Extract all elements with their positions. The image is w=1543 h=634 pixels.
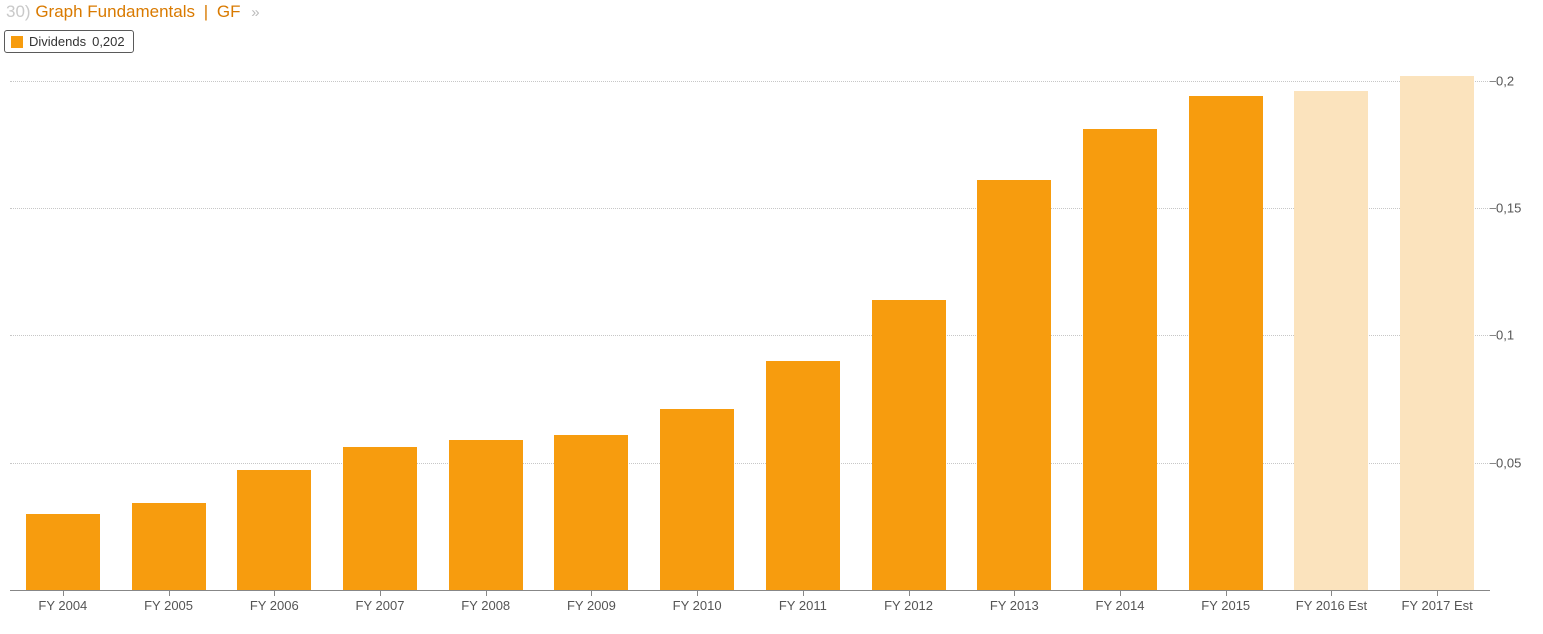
plot-area — [10, 30, 1490, 590]
y-axis: 0,05 0,1 0,15 0,2 — [1496, 30, 1536, 590]
x-axis-label: FY 2005 — [144, 598, 193, 613]
x-tick — [697, 590, 698, 596]
x-axis-label: FY 2013 — [990, 598, 1039, 613]
bar-actual[interactable] — [660, 409, 734, 590]
bar-actual[interactable] — [132, 503, 206, 590]
gridline — [10, 81, 1490, 82]
bar-estimate[interactable] — [1400, 76, 1474, 590]
y-axis-label: 0,15 — [1496, 201, 1521, 216]
x-tick — [169, 590, 170, 596]
gridline — [10, 335, 1490, 336]
bar-actual[interactable] — [1189, 96, 1263, 590]
chart-root: 30) Graph Fundamentals | GF » Dividends … — [0, 0, 1543, 634]
x-tick — [1014, 590, 1015, 596]
y-axis-label: 0,05 — [1496, 455, 1521, 470]
bar-actual[interactable] — [26, 514, 100, 590]
x-axis-label: FY 2010 — [673, 598, 722, 613]
x-axis-label: FY 2006 — [250, 598, 299, 613]
bar-actual[interactable] — [554, 435, 628, 590]
x-tick — [486, 590, 487, 596]
bar-actual[interactable] — [237, 470, 311, 590]
y-axis-label: 0,2 — [1496, 73, 1514, 88]
bar-actual[interactable] — [872, 300, 946, 590]
gridline — [10, 463, 1490, 464]
x-axis-label: FY 2012 — [884, 598, 933, 613]
x-axis-label: FY 2016 Est — [1296, 598, 1367, 613]
bar-estimate[interactable] — [1294, 91, 1368, 590]
baseline — [10, 590, 1490, 591]
chart-title-bar: 30) Graph Fundamentals | GF » — [6, 2, 258, 22]
x-tick — [803, 590, 804, 596]
bar-actual[interactable] — [766, 361, 840, 590]
x-tick — [63, 590, 64, 596]
title-code[interactable]: GF — [217, 2, 241, 21]
x-tick — [909, 590, 910, 596]
x-axis-label: FY 2004 — [38, 598, 87, 613]
x-axis-label: FY 2008 — [461, 598, 510, 613]
x-tick — [1437, 590, 1438, 596]
bar-actual[interactable] — [977, 180, 1051, 590]
bar-actual[interactable] — [449, 440, 523, 590]
x-tick — [274, 590, 275, 596]
gridline — [10, 208, 1490, 209]
bar-actual[interactable] — [343, 447, 417, 590]
x-axis-label: FY 2017 Est — [1401, 598, 1472, 613]
bar-actual[interactable] — [1083, 129, 1157, 590]
title-text[interactable]: Graph Fundamentals — [35, 2, 195, 21]
x-tick — [591, 590, 592, 596]
x-tick — [380, 590, 381, 596]
x-axis-label: FY 2014 — [1096, 598, 1145, 613]
x-axis-label: FY 2011 — [779, 598, 827, 613]
x-axis-label: FY 2015 — [1201, 598, 1250, 613]
y-axis-label: 0,1 — [1496, 328, 1514, 343]
x-axis-label: FY 2007 — [356, 598, 405, 613]
x-tick — [1331, 590, 1332, 596]
title-index: 30) — [6, 2, 31, 21]
title-separator: | — [200, 2, 212, 21]
x-tick — [1120, 590, 1121, 596]
x-axis-label: FY 2009 — [567, 598, 616, 613]
x-tick — [1226, 590, 1227, 596]
chevron-right-icon[interactable]: » — [245, 4, 257, 21]
